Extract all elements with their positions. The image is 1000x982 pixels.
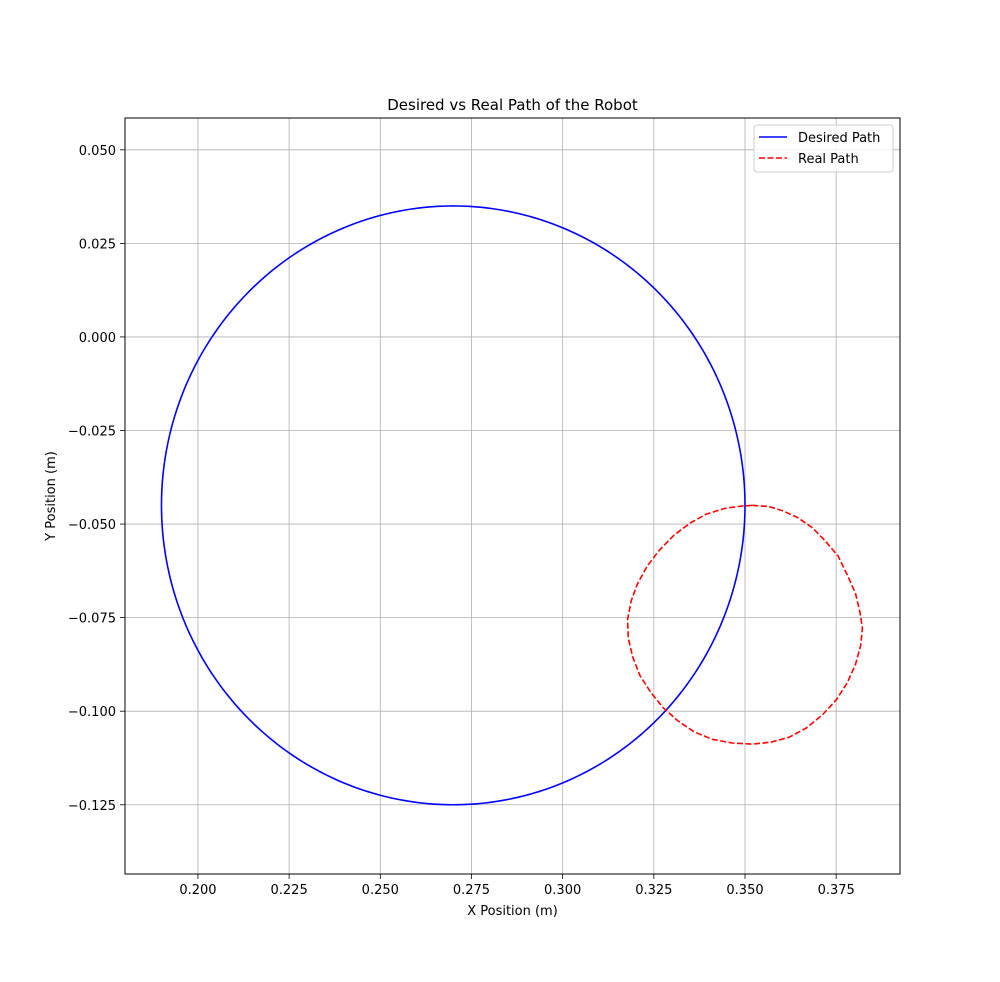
x-tick-label: 0.250 xyxy=(362,883,399,898)
grid-lines xyxy=(125,118,900,874)
series-line-real-path xyxy=(626,504,864,745)
x-tick-label: 0.375 xyxy=(818,883,855,898)
x-tick-label: 0.350 xyxy=(726,883,763,898)
y-tick-label: 0.025 xyxy=(79,237,116,252)
chart-title: Desired vs Real Path of the Robot xyxy=(387,96,638,114)
legend: Desired Path Real Path xyxy=(753,124,894,173)
plot-series xyxy=(160,205,864,806)
axis-ticks: 0.200 0.225 0.250 0.275 0.300 0.325 0.350 0.375… xyxy=(68,144,855,898)
legend-box xyxy=(753,124,894,173)
x-tick-label: 0.225 xyxy=(271,883,308,898)
y-tick-label: 0.000 xyxy=(79,331,116,346)
y-tick-label: −0.075 xyxy=(68,612,116,627)
y-tick-label: 0.050 xyxy=(79,144,116,159)
y-tick-label: −0.050 xyxy=(68,518,116,533)
legend-label: Real Path xyxy=(798,152,859,167)
y-tick-label: −0.100 xyxy=(68,705,116,720)
x-tick-label: 0.200 xyxy=(179,883,216,898)
y-tick-label: −0.025 xyxy=(68,425,116,440)
series-line-desired-path xyxy=(160,205,746,806)
x-axis-label: X Position (m) xyxy=(467,904,558,919)
x-tick-label: 0.300 xyxy=(544,883,581,898)
x-tick-label: 0.275 xyxy=(453,883,490,898)
x-tick-label: 0.325 xyxy=(635,883,672,898)
plot-frame xyxy=(124,117,901,875)
y-tick-label: −0.125 xyxy=(68,799,116,814)
y-axis-label: Y Position (m) xyxy=(44,451,59,542)
legend-label: Desired Path xyxy=(798,131,880,146)
